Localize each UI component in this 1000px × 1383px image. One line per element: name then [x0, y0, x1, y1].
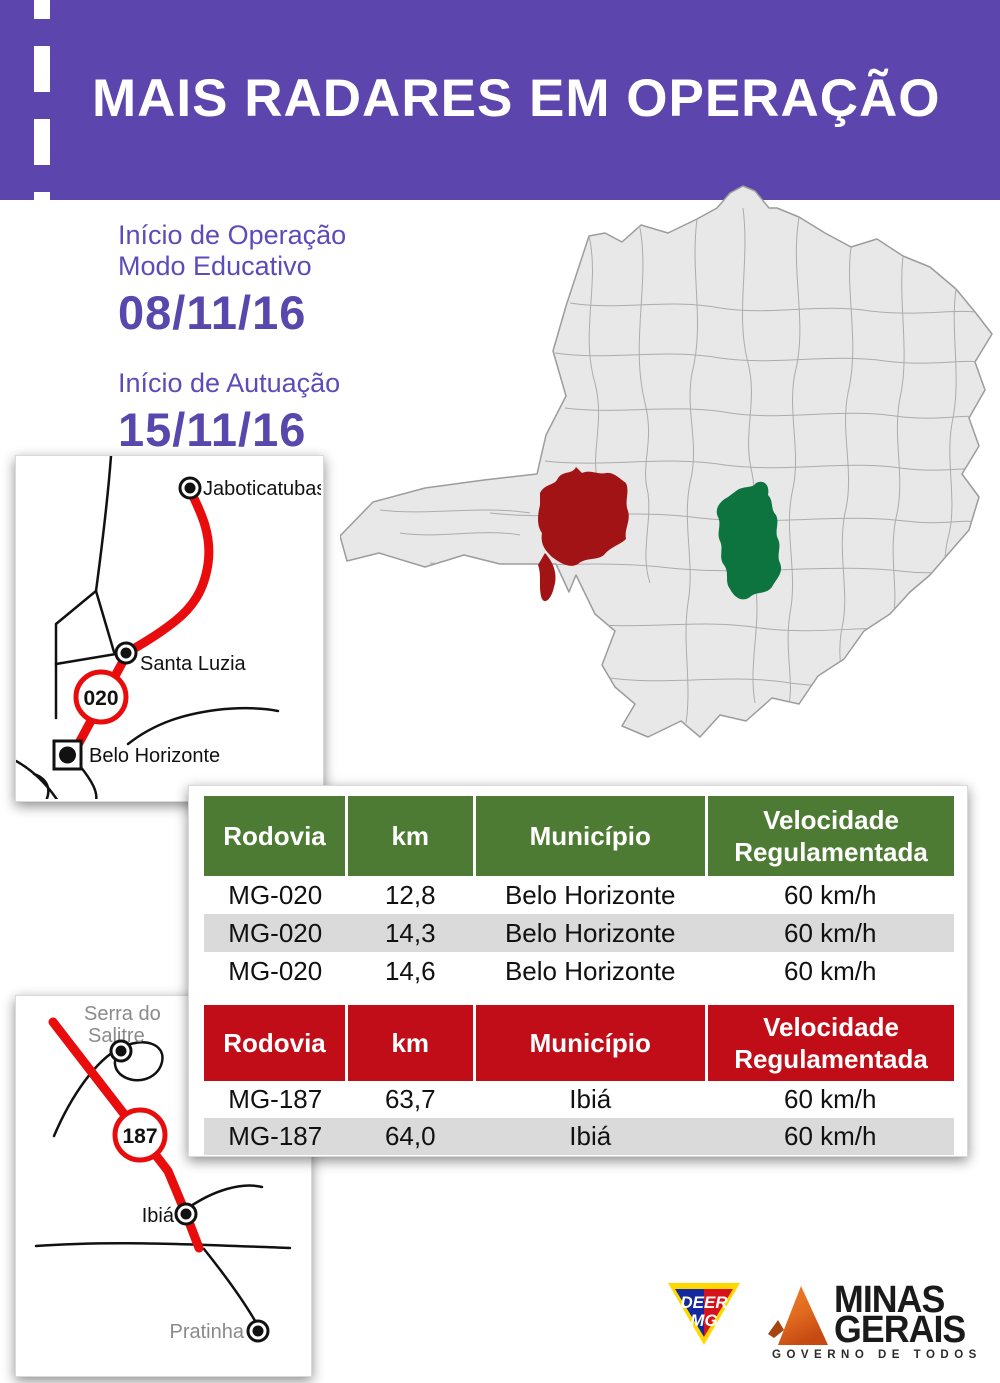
city-label-santa-luzia: Santa Luzia — [140, 653, 247, 675]
col-header-km: km — [346, 1005, 476, 1081]
table-row: MG-187 64,0 Ibiá 60 km/h — [204, 1118, 954, 1155]
deer-logo-red-half — [704, 1289, 733, 1337]
city-label-jaboticatubas: Jaboticatubas — [203, 478, 321, 500]
deer-logo-blue-half — [675, 1289, 704, 1337]
minas-logo-line1: MINAS — [834, 1279, 945, 1321]
city-label-pratinha: Pratinha — [170, 1321, 245, 1343]
city-marker-santa-luzia — [114, 641, 138, 665]
radar-table-mg187: Rodovia km Município Velocidade Regulame… — [204, 1005, 954, 1155]
minas-gerais-state-map — [340, 185, 993, 738]
cell-rodovia: MG-187 — [228, 1121, 323, 1151]
page-title: MAIS RADARES EM OPERAÇÃO — [92, 69, 941, 128]
table-header-row: Rodovia km Município Velocidade Regulame… — [204, 1005, 954, 1081]
minas-gerais-logo-text: MINAS GERAIS — [834, 1279, 966, 1351]
cell-municipio: Belo Horizonte — [504, 917, 676, 948]
cell-km: 14,3 — [384, 917, 436, 948]
cell-velocidade: 60 km/h — [784, 1121, 877, 1151]
cell-municipio: Ibiá — [569, 1121, 612, 1151]
road-map-mg187-svg: Serra do Salitre 187 Ibiá Pratinha — [34, 1003, 292, 1343]
cell-velocidade: 60 km/h — [784, 1084, 877, 1114]
road-map-mg020-svg: Jaboticatubas Santa Luzia 020 Belo Horiz… — [14, 454, 326, 803]
route-badge-187: 187 — [112, 1107, 168, 1163]
operation-date: 08/11/16 — [118, 286, 307, 339]
logo-shard — [768, 1320, 784, 1338]
road-map-mg020: Jaboticatubas Santa Luzia 020 Belo Horiz… — [14, 454, 326, 803]
highlighted-road-mg020 — [74, 485, 214, 748]
enforcement-date: 15/11/16 — [118, 403, 307, 456]
table-header-row: Rodovia km Município Velocidade Regulame… — [204, 796, 954, 876]
secondary-roads — [14, 454, 280, 803]
col-header-velocidade: Velocidade Regulamentada — [706, 796, 954, 876]
minas-gerais-logo-triangle — [768, 1286, 828, 1345]
city-marker-pratinha — [246, 1319, 270, 1343]
cell-km: 63,7 — [384, 1084, 436, 1114]
cell-municipio: Ibiá — [569, 1084, 612, 1114]
cell-rodovia: MG-187 — [228, 1084, 323, 1114]
cell-rodovia: MG-020 — [228, 879, 323, 910]
cell-velocidade: 60 km/h — [784, 879, 877, 910]
deer-logo-text-line1: DEER — [680, 1293, 728, 1312]
city-label-serra-do: Serra do — [84, 1003, 161, 1025]
table-row: MG-020 14,3 Belo Horizonte 60 km/h — [204, 914, 954, 952]
city-label-ibia: Ibiá — [142, 1205, 175, 1227]
governo-de-todos-tagline: GOVERNO DE TODOS — [772, 1349, 982, 1361]
col-header-municipio: Município — [474, 1005, 708, 1081]
route-badge-020: 020 — [73, 669, 129, 725]
schedule-block: Início de Operação Modo Educativo 08/11/… — [118, 220, 448, 455]
deer-logo-text-line2: MG — [690, 1311, 717, 1330]
cell-velocidade: 60 km/h — [784, 917, 877, 948]
city-marker-ibia — [174, 1202, 198, 1226]
radar-tables-card: Rodovia km Município Velocidade Regulame… — [188, 785, 968, 1157]
road-dash-line-icon — [34, 0, 50, 200]
logo-mountain — [778, 1286, 828, 1345]
secondary-roads — [34, 1041, 292, 1328]
operation-label: Início de Operação Modo Educativo — [118, 220, 448, 282]
col-header-municipio: Município — [474, 796, 708, 876]
city-label-salitre: Salitre — [88, 1025, 145, 1047]
operation-label-line1: Início de Operação — [118, 220, 347, 250]
city-label-belo-horizonte: Belo Horizonte — [89, 745, 220, 767]
cell-municipio: Belo Horizonte — [504, 955, 676, 986]
city-marker-serra-do-salitre — [109, 1039, 133, 1063]
cell-km: 64,0 — [384, 1121, 436, 1151]
cell-km: 12,8 — [384, 879, 436, 910]
route-badge-020-text: 020 — [83, 687, 118, 710]
highlighted-road-mg187 — [48, 1017, 204, 1253]
cell-municipio: Belo Horizonte — [504, 879, 676, 910]
table-row: MG-187 63,7 Ibiá 60 km/h — [204, 1081, 954, 1118]
highlight-region-mg020 — [716, 481, 782, 600]
col-header-rodovia: Rodovia — [204, 1005, 348, 1081]
header-banner: MAIS RADARES EM OPERAÇÃO — [0, 0, 1000, 200]
col-header-km: km — [346, 796, 476, 876]
col-header-rodovia: Rodovia — [204, 796, 348, 876]
radar-table-mg020: Rodovia km Município Velocidade Regulame… — [204, 796, 954, 990]
city-marker-belo-horizonte — [52, 739, 83, 771]
col-header-velocidade: Velocidade Regulamentada — [706, 1005, 954, 1081]
cell-rodovia: MG-020 — [228, 955, 323, 986]
city-marker-jaboticatubas — [178, 476, 202, 500]
highlight-region-ibia — [538, 467, 629, 566]
route-badge-187-text: 187 — [122, 1125, 157, 1148]
deer-mg-logo: DEER MG — [668, 1283, 740, 1345]
operation-label-line2: Modo Educativo — [118, 251, 312, 281]
cell-rodovia: MG-020 — [228, 917, 323, 948]
cell-km: 14,6 — [384, 955, 436, 986]
enforcement-label: Início de Autuação — [118, 368, 341, 398]
cell-velocidade: 60 km/h — [784, 955, 877, 986]
table-row: MG-020 12,8 Belo Horizonte 60 km/h — [204, 876, 954, 914]
table-row: MG-020 14,6 Belo Horizonte 60 km/h — [204, 952, 954, 990]
highlight-region-ibia-tail — [538, 553, 556, 602]
minas-logo-line2: GERAIS — [834, 1309, 966, 1351]
